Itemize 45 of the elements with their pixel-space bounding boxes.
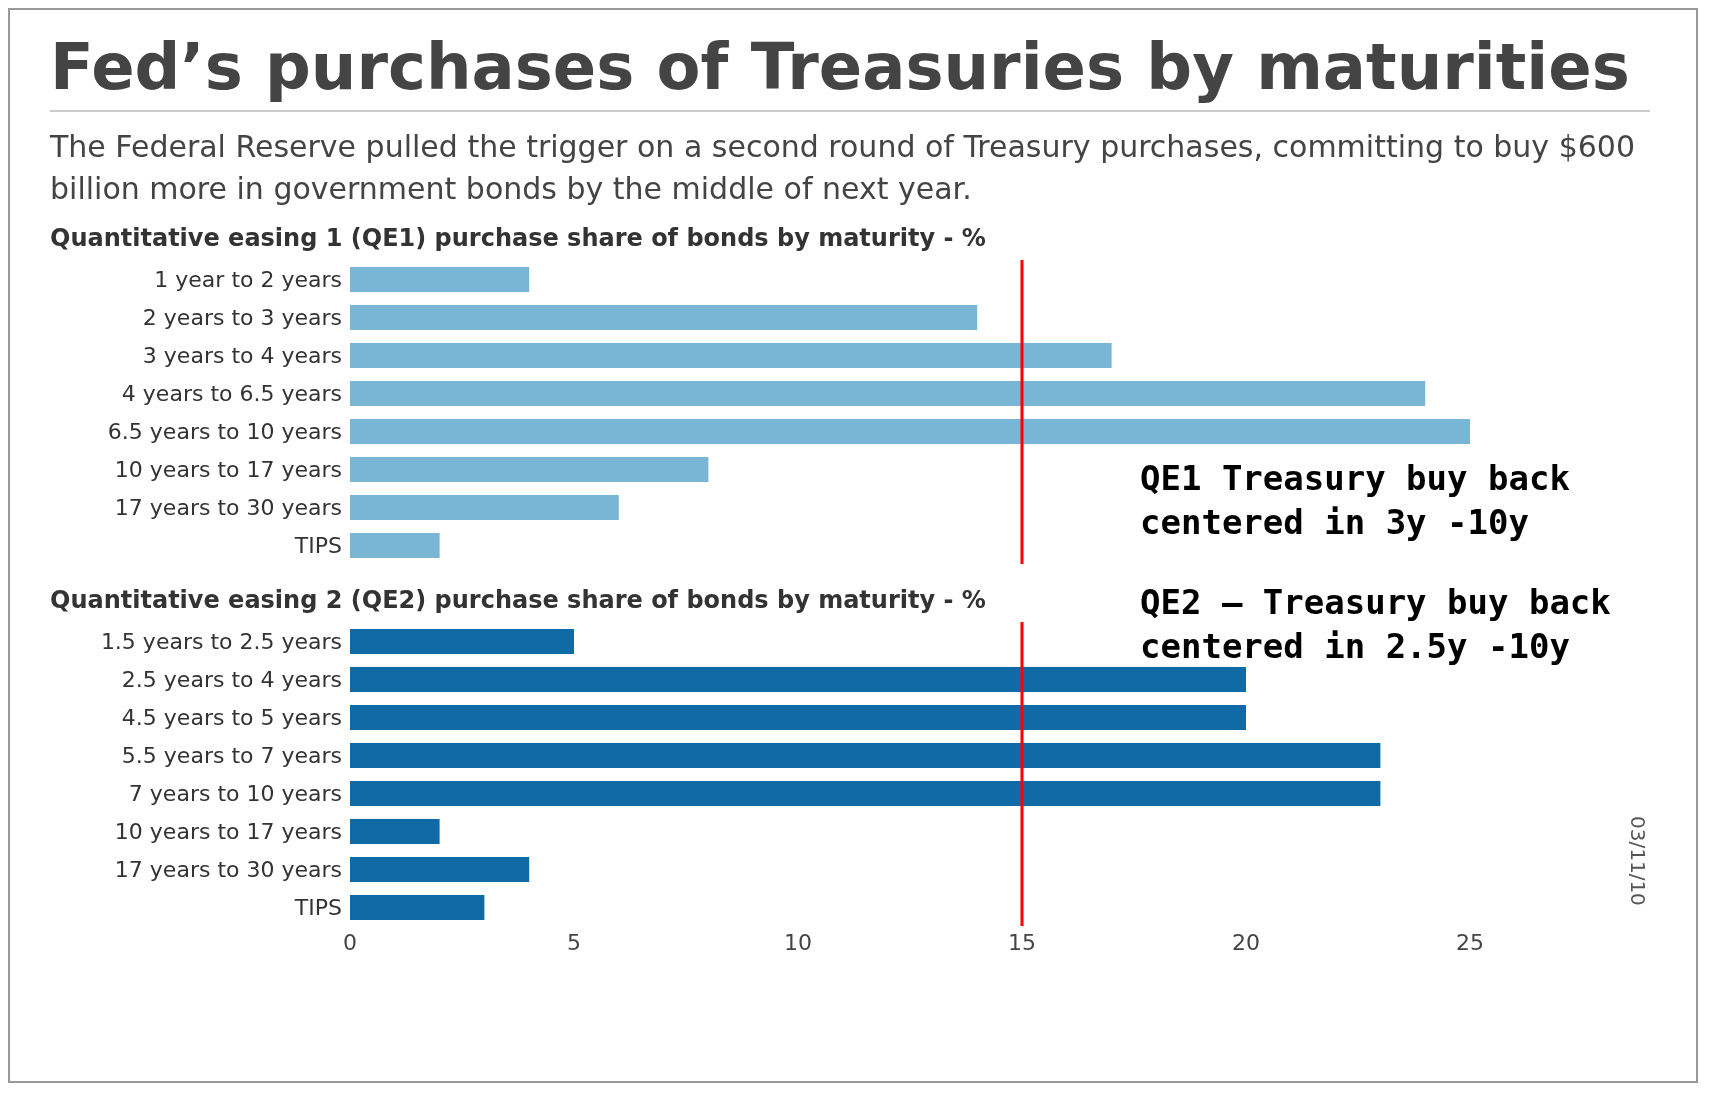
- bar: [350, 381, 1426, 406]
- bar: [350, 667, 1246, 692]
- y-tick-label: 10 years to 17 years: [114, 818, 342, 844]
- bar: [350, 895, 485, 920]
- y-tick-label: 2.5 years to 4 years: [121, 666, 342, 692]
- annotation: QE1 Treasury buy back centered in 3y -10y: [1140, 457, 1571, 544]
- x-tick-label: 15: [1008, 929, 1036, 955]
- y-tick-label: 4.5 years to 5 years: [121, 704, 342, 730]
- bar: [350, 533, 440, 558]
- y-tick-label: 3 years to 4 years: [142, 342, 342, 368]
- chart-title: Quantitative easing 2 (QE2) purchase share of bonds by maturity - %: [50, 586, 986, 614]
- y-tick-label: 10 years to 17 years: [114, 456, 342, 482]
- x-tick-label: 5: [567, 929, 581, 955]
- y-tick-label: TIPS: [293, 894, 342, 920]
- annotation: QE2 – Treasury buy back centered in 2.5y -10y: [1140, 581, 1612, 668]
- y-tick-label: 7 years to 10 years: [128, 780, 342, 806]
- bar: [350, 419, 1470, 444]
- x-tick-label: 0: [343, 929, 357, 955]
- x-tick-label: 20: [1232, 929, 1260, 955]
- x-tick-label: 25: [1456, 929, 1484, 955]
- bar: [350, 743, 1381, 768]
- bar: [350, 819, 440, 844]
- y-tick-label: 1.5 years to 2.5 years: [100, 628, 342, 654]
- bar: [350, 457, 709, 482]
- bar: [350, 705, 1246, 730]
- y-tick-label: 6.5 years to 10 years: [107, 418, 342, 444]
- bar: [350, 495, 619, 520]
- text: Quantitative easing 1 (QE1) purchase share of bonds by maturity - %: [50, 224, 987, 252]
- bar: [350, 267, 530, 292]
- y-tick-label: 4 years to 6.5 years: [121, 380, 342, 406]
- y-tick-label: 1 year to 2 years: [154, 266, 342, 292]
- x-tick-label: 10: [784, 929, 812, 955]
- y-tick-label: 2 years to 3 years: [142, 304, 342, 330]
- y-tick-label: 17 years to 30 years: [114, 494, 342, 520]
- bar: [350, 305, 978, 330]
- text: 03/11/10: [1626, 816, 1650, 906]
- bar: [350, 343, 1112, 368]
- chart-title: Fed’s purchases of Treasuries by maturities: [50, 30, 1650, 112]
- y-tick-label: TIPS: [293, 532, 342, 558]
- chart-subtitle: The Federal Reserve pulled the trigger on a second round of Treasury purchases, committing to buy $600 billion more in government bonds by the middle of next year.: [50, 128, 1636, 208]
- bar: [350, 857, 530, 882]
- y-tick-label: 17 years to 30 years: [114, 856, 342, 882]
- bar: [350, 781, 1381, 806]
- y-tick-label: 5.5 years to 7 years: [121, 742, 342, 768]
- bar: [350, 629, 574, 654]
